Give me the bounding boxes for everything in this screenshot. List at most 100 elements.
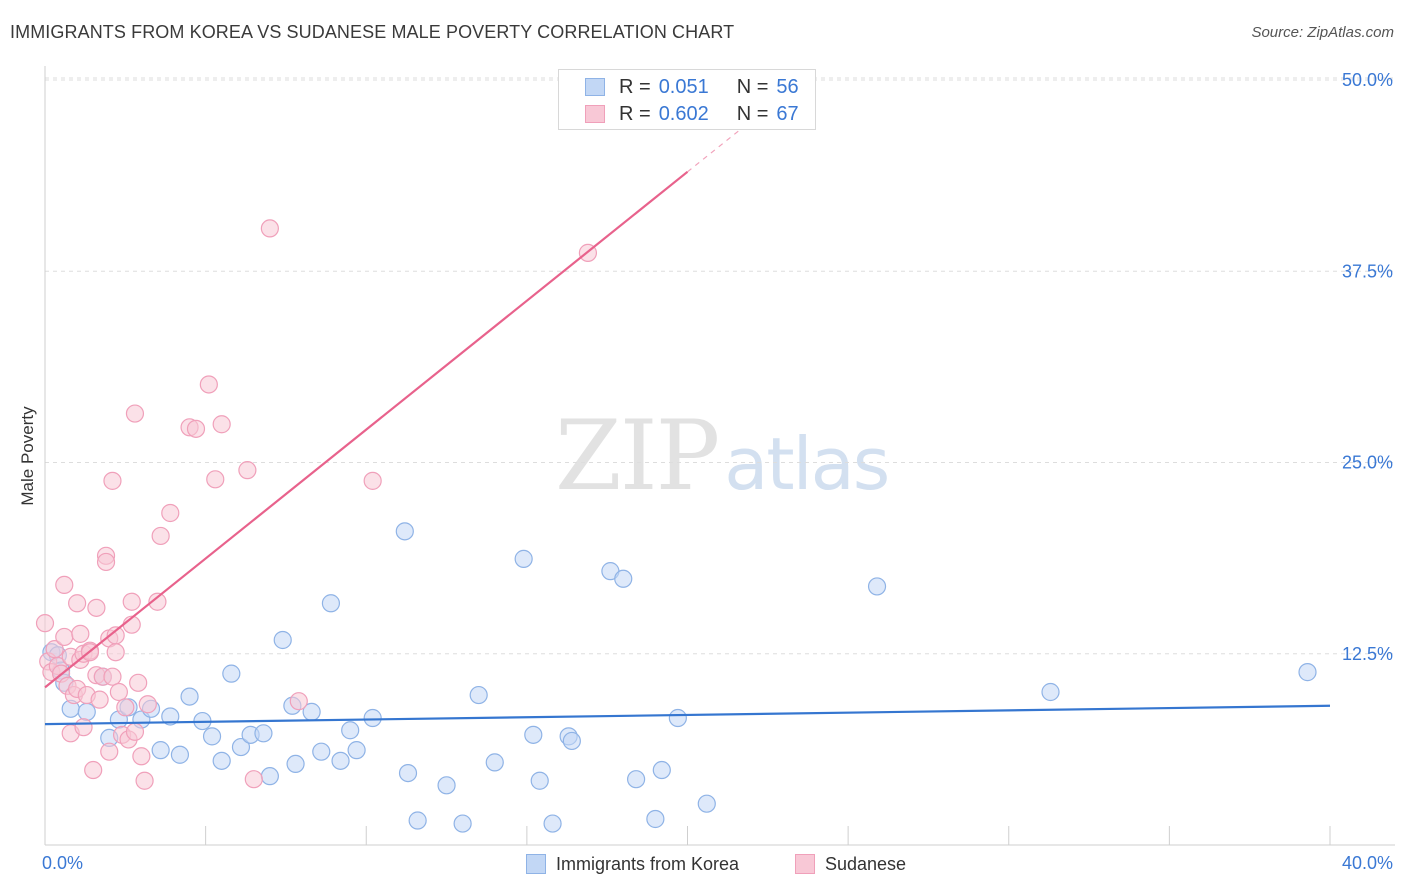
point-korea — [646, 809, 665, 829]
point-sudanese — [55, 575, 74, 595]
point-sudanese — [260, 219, 279, 238]
point-sudanese — [125, 722, 145, 741]
source-label: Source: ZipAtlas.com — [1251, 24, 1394, 41]
point-korea — [398, 763, 418, 783]
bottom-legend-label-korea: Immigrants from Korea — [556, 853, 740, 874]
point-sudanese — [103, 471, 122, 490]
trend-line-korea — [44, 704, 1331, 726]
point-korea — [347, 741, 366, 760]
point-korea — [212, 751, 231, 770]
point-sudanese — [212, 415, 231, 434]
y-tick-label: 50.0% — [1342, 70, 1393, 90]
x-tick-label: 40.0% — [1342, 853, 1393, 873]
point-korea — [273, 630, 292, 650]
point-sudanese — [125, 404, 145, 423]
point-korea — [170, 745, 190, 764]
point-korea — [562, 731, 581, 751]
bottom-legend-swatch-sudanese — [795, 854, 815, 874]
chart-title: IMMIGRANTS FROM KOREA VS SUDANESE MALE P… — [10, 22, 735, 42]
bottom-legend-swatch-korea — [526, 854, 546, 874]
point-korea — [77, 702, 96, 721]
point-korea — [161, 707, 180, 726]
point-korea — [341, 721, 360, 740]
point-korea — [867, 577, 887, 596]
point-sudanese — [161, 503, 180, 523]
point-korea — [469, 685, 488, 705]
point-sudanese — [100, 742, 119, 761]
point-sudanese — [148, 592, 167, 611]
point-korea — [530, 771, 549, 790]
legend-n-label: N = — [736, 75, 769, 98]
x-tick-label: 0.0% — [42, 853, 83, 873]
point-korea — [260, 767, 279, 786]
point-korea — [312, 742, 331, 761]
point-sudanese — [74, 718, 93, 737]
point-sudanese — [138, 695, 157, 714]
point-sudanese — [109, 682, 128, 702]
point-sudanese — [71, 624, 90, 643]
legend-r-label: R = — [619, 102, 651, 125]
correlation-legend: R = 0.051 N = 56 R = 0.602 N = 67 — [558, 69, 816, 130]
point-korea — [363, 708, 382, 728]
point-korea — [321, 594, 341, 613]
point-korea — [668, 708, 687, 728]
legend-r-value: 0.602 — [658, 102, 709, 125]
point-sudanese — [135, 771, 154, 790]
point-korea — [614, 569, 633, 588]
trend-line-extension-sudanese — [687, 107, 769, 173]
bottom-legend-sudanese: Sudanese — [795, 852, 906, 876]
point-sudanese — [238, 461, 257, 480]
point-sudanese — [106, 643, 125, 662]
point-sudanese — [363, 471, 382, 490]
point-sudanese — [206, 470, 225, 489]
watermark-atlas: atlas — [724, 422, 890, 506]
y-tick-label: 37.5% — [1342, 261, 1393, 281]
legend-n-value: 56 — [776, 75, 799, 98]
legend-r-label: R = — [619, 75, 651, 98]
point-korea — [180, 687, 199, 706]
point-sudanese — [116, 698, 135, 717]
point-korea — [151, 741, 170, 760]
point-sudanese — [55, 627, 74, 647]
point-sudanese — [244, 770, 263, 789]
legend-n-value: 67 — [776, 102, 799, 125]
point-sudanese — [199, 375, 218, 394]
point-korea — [485, 753, 504, 772]
watermark-zip: ZIP — [555, 400, 720, 512]
point-korea — [1298, 663, 1317, 682]
point-korea — [437, 776, 456, 795]
y-tick-label: 25.0% — [1342, 453, 1393, 473]
legend-n-label: N = — [736, 102, 769, 125]
point-sudanese — [68, 594, 87, 613]
y-axis-label: Male Poverty — [18, 406, 37, 506]
legend-swatch-sudanese — [585, 105, 605, 123]
point-korea — [652, 760, 671, 780]
point-sudanese — [186, 419, 206, 438]
legend-row-korea: R = 0.051 N = 56 — [585, 75, 799, 99]
point-korea — [514, 549, 533, 568]
point-korea — [222, 664, 241, 683]
point-korea — [231, 737, 251, 757]
point-sudanese — [87, 598, 106, 617]
point-sudanese — [96, 552, 116, 572]
point-korea — [408, 811, 427, 830]
point-sudanese — [129, 673, 148, 692]
watermark: ZIPatlas — [555, 400, 890, 512]
legend-r-value: 0.051 — [658, 75, 709, 98]
point-sudanese — [35, 614, 55, 633]
point-korea — [202, 727, 222, 746]
point-korea — [524, 725, 543, 744]
point-korea — [286, 754, 305, 774]
point-korea — [331, 751, 350, 770]
point-sudanese — [122, 592, 141, 611]
point-korea — [254, 724, 273, 743]
trend-line-sudanese — [44, 170, 689, 689]
point-sudanese — [90, 690, 109, 709]
point-sudanese — [84, 760, 103, 780]
legend-row-sudanese: R = 0.602 N = 67 — [585, 102, 799, 126]
point-korea — [626, 770, 646, 789]
point-sudanese — [132, 747, 151, 766]
point-sudanese — [103, 667, 122, 686]
y-tick-label: 12.5% — [1342, 644, 1393, 664]
